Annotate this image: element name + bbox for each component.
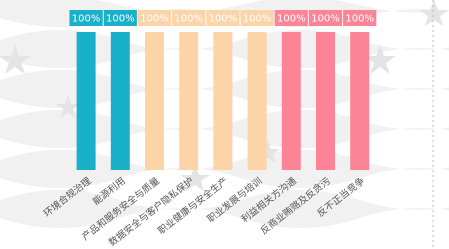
bar bbox=[77, 32, 96, 170]
bar bbox=[213, 32, 232, 170]
value-label: 100% bbox=[72, 14, 101, 25]
chart: 100%环境合规治理100%能源利用100%产品和服务安全与质量100%数据安全… bbox=[0, 0, 449, 249]
value-label: 100% bbox=[140, 14, 169, 25]
bar bbox=[145, 32, 164, 170]
bar bbox=[248, 32, 267, 170]
value-label: 100% bbox=[209, 14, 238, 25]
bar bbox=[179, 32, 198, 170]
bar bbox=[316, 32, 335, 170]
value-label: 100% bbox=[311, 14, 340, 25]
page: {"chart_data": {"type": "bar", "categori… bbox=[0, 0, 449, 249]
value-label: 100% bbox=[277, 14, 306, 25]
value-label: 100% bbox=[243, 14, 272, 25]
value-label: 100% bbox=[106, 14, 135, 25]
bar bbox=[111, 32, 130, 170]
bar bbox=[350, 32, 369, 170]
value-label: 100% bbox=[345, 14, 374, 25]
value-label: 100% bbox=[174, 14, 203, 25]
bar bbox=[282, 32, 301, 170]
